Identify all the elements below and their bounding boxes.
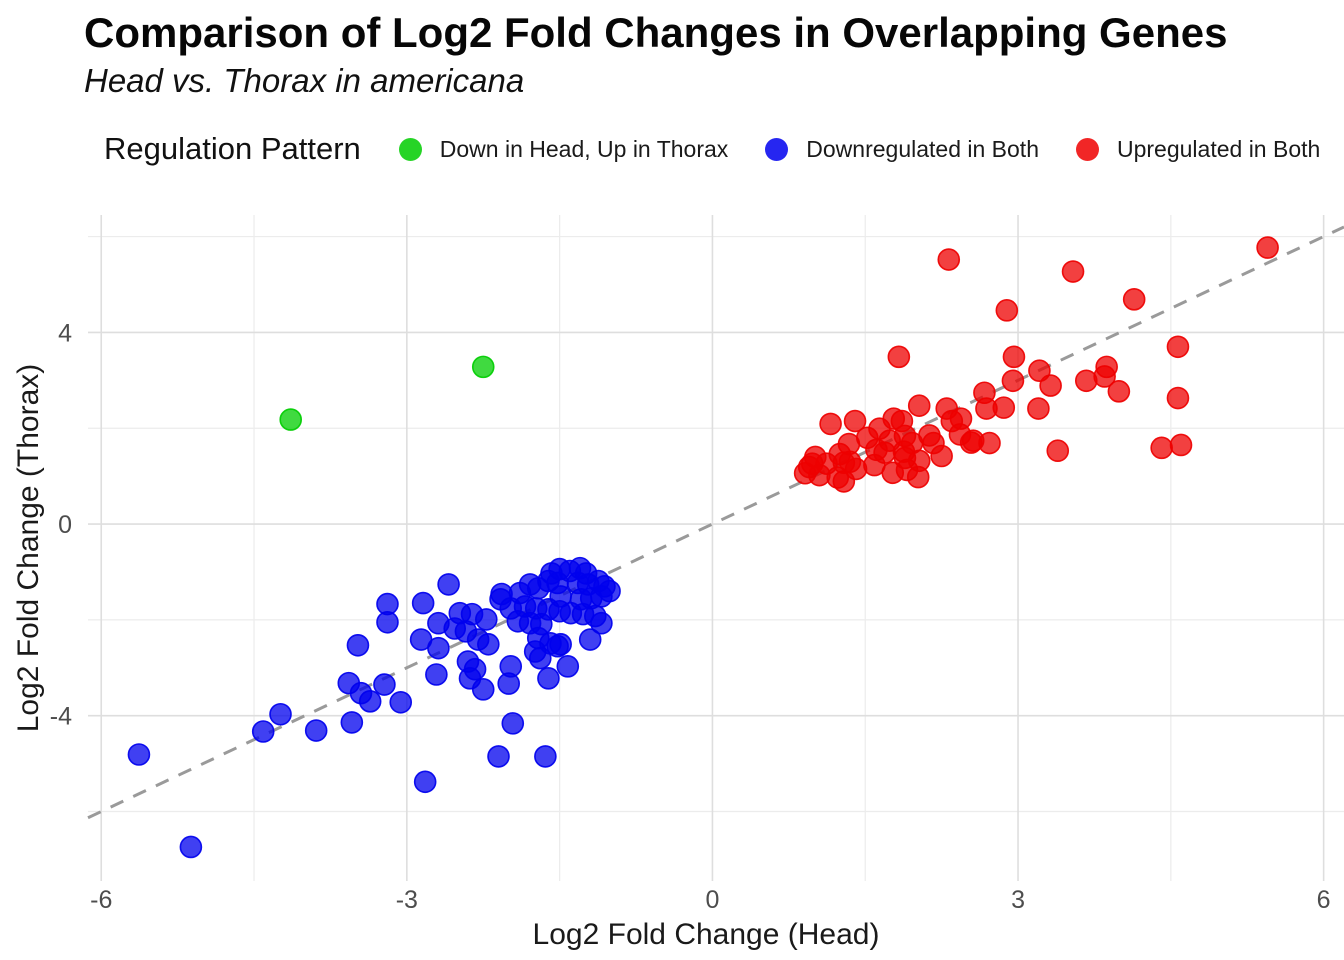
data-point	[279, 408, 303, 431]
legend-item-0: Down in Head, Up in Thorax	[398, 135, 729, 163]
data-point	[949, 407, 973, 430]
legend-item-2: Upregulated in Both	[1076, 136, 1320, 163]
data-point	[1039, 374, 1062, 397]
data-point	[358, 690, 382, 713]
data-point	[887, 345, 911, 369]
data-point	[978, 431, 1001, 455]
data-point	[179, 835, 203, 859]
x-tick-label: 3	[1011, 886, 1025, 914]
data-point	[413, 770, 437, 794]
data-point	[578, 628, 602, 651]
data-point	[590, 611, 613, 635]
x-axis-title: Log2 Fold Change (Head)	[533, 918, 880, 951]
data-point	[471, 355, 495, 379]
data-point	[437, 573, 460, 596]
data-point	[1074, 369, 1098, 393]
legend-title: Regulation Pattern	[104, 131, 361, 166]
data-point	[907, 394, 931, 417]
y-tick-label: 0	[58, 511, 72, 539]
data-point	[537, 667, 560, 690]
data-point	[844, 457, 868, 481]
data-point	[471, 678, 495, 701]
data-point	[1002, 345, 1026, 369]
data-point	[1166, 335, 1190, 359]
data-point	[995, 299, 1019, 322]
data-point	[304, 719, 328, 742]
data-point	[1107, 380, 1131, 403]
data-point	[127, 743, 151, 766]
y-tick-label: -4	[50, 703, 72, 731]
data-point	[474, 608, 498, 631]
legend: Regulation Pattern Down in Head, Up in T…	[104, 131, 1344, 167]
data-point	[1256, 236, 1279, 259]
data-point	[340, 711, 364, 734]
data-point	[549, 633, 572, 656]
legend-key-dot	[1076, 137, 1099, 161]
legend-item-label: Downregulated in Both	[806, 135, 1039, 162]
identity-reference-line	[87, 225, 1344, 820]
data-point	[930, 444, 953, 468]
legend-key-dot	[765, 137, 789, 161]
data-point	[477, 633, 500, 656]
legend-key-dot	[398, 137, 422, 161]
data-point	[526, 626, 550, 650]
data-point	[376, 610, 399, 634]
legend-item-1: Downregulated in Both	[765, 136, 1039, 163]
data-point	[269, 702, 292, 726]
data-point	[251, 720, 275, 743]
x-tick-label: -3	[396, 886, 418, 914]
data-point	[1001, 369, 1025, 393]
data-point	[819, 412, 842, 436]
data-point	[907, 449, 931, 473]
data-point	[534, 745, 557, 768]
data-point	[373, 673, 396, 696]
data-point	[346, 633, 370, 657]
data-point	[556, 655, 580, 678]
y-axis-title: Log2 Fold Change (Thorax)	[12, 364, 45, 733]
data-point	[843, 409, 867, 433]
data-point	[497, 672, 521, 695]
data-point	[1166, 386, 1190, 410]
data-point	[992, 396, 1016, 419]
data-point	[598, 579, 621, 603]
y-tick-label: 4	[58, 319, 72, 347]
data-point	[411, 591, 435, 615]
legend-item-label: Down in Head, Up in Thorax	[439, 135, 729, 162]
data-point	[937, 248, 961, 271]
chart-subtitle: Head vs. Thorax in americana	[84, 62, 525, 99]
data-point	[1169, 433, 1193, 457]
legend-item-label: Upregulated in Both	[1117, 135, 1321, 162]
x-tick-label: 0	[705, 886, 719, 914]
data-point	[501, 712, 525, 735]
data-point	[1046, 439, 1070, 463]
data-point	[1027, 397, 1050, 420]
data-point	[427, 636, 450, 660]
x-tick-label: 6	[1317, 886, 1331, 914]
data-point	[1095, 355, 1118, 379]
data-point	[1150, 436, 1173, 460]
data-point	[1122, 288, 1146, 311]
data-point	[389, 690, 413, 714]
x-tick-label: -6	[90, 886, 112, 914]
data-point	[487, 745, 510, 768]
data-point	[425, 663, 448, 686]
chart-title: Comparison of Log2 Fold Changes in Overl…	[84, 9, 1228, 56]
data-point	[1061, 260, 1085, 283]
